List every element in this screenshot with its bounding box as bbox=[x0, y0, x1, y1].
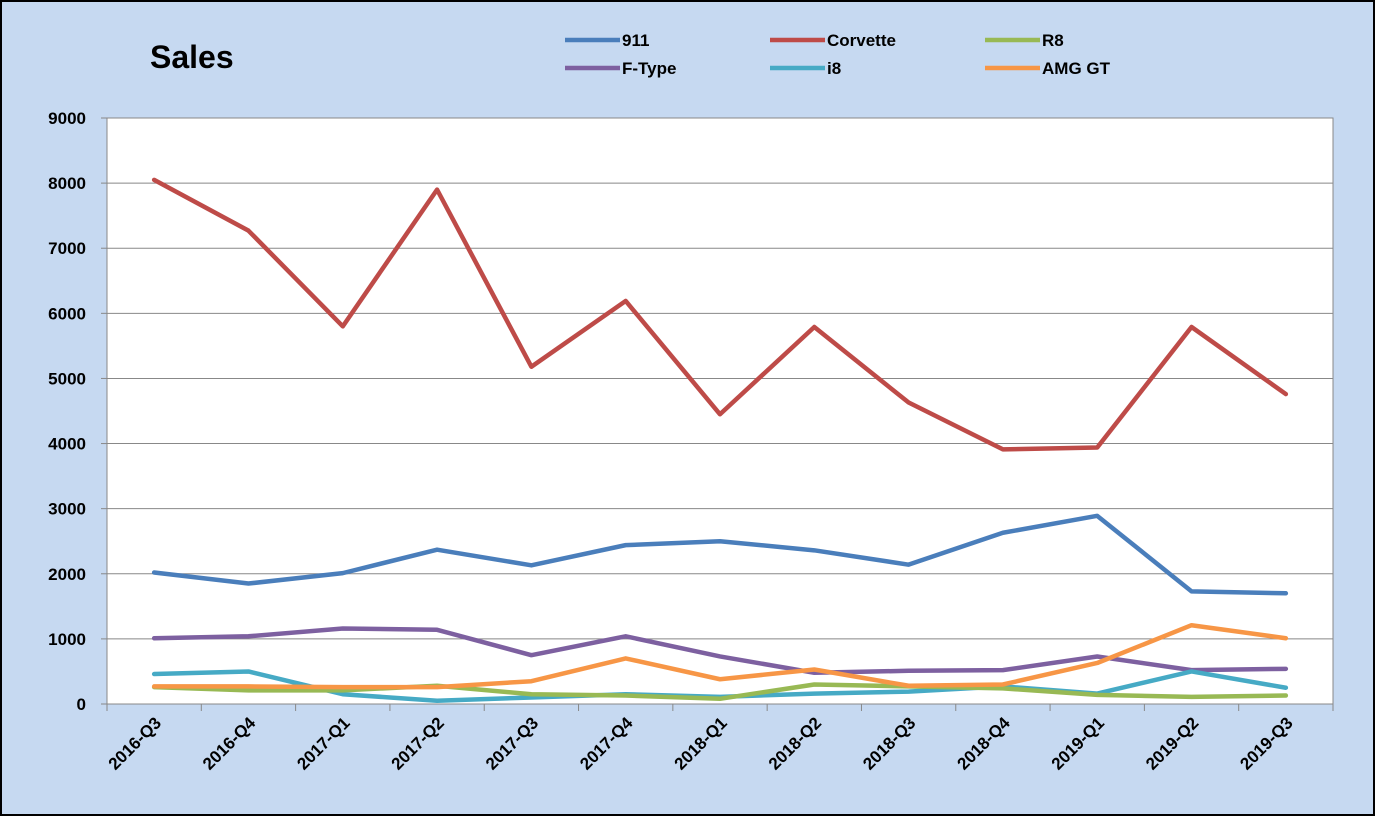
legend-label: AMG GT bbox=[1042, 59, 1111, 78]
series-line bbox=[151, 513, 1289, 596]
legend-label: F-Type bbox=[622, 59, 676, 78]
series-line bbox=[151, 622, 1289, 690]
legend-label: 911 bbox=[622, 31, 649, 50]
y-tick-label: 1000 bbox=[48, 630, 86, 649]
legend-label: R8 bbox=[1042, 31, 1064, 50]
series-line bbox=[151, 682, 1289, 702]
y-tick-label: 9000 bbox=[48, 109, 86, 128]
y-tick-label: 6000 bbox=[48, 304, 86, 323]
legend-label: i8 bbox=[827, 59, 841, 78]
y-tick-label: 8000 bbox=[48, 174, 86, 193]
series-line bbox=[151, 626, 1289, 675]
y-tick-label: 7000 bbox=[48, 239, 86, 258]
y-tick-label: 2000 bbox=[48, 565, 86, 584]
y-tick-label: 3000 bbox=[48, 500, 86, 519]
chart-title: Sales bbox=[150, 39, 234, 75]
y-tick-label: 0 bbox=[77, 695, 86, 714]
y-tick-label: 5000 bbox=[48, 369, 86, 388]
legend-label: Corvette bbox=[827, 31, 896, 50]
series-line bbox=[151, 177, 1289, 452]
y-tick-label: 4000 bbox=[48, 435, 86, 454]
